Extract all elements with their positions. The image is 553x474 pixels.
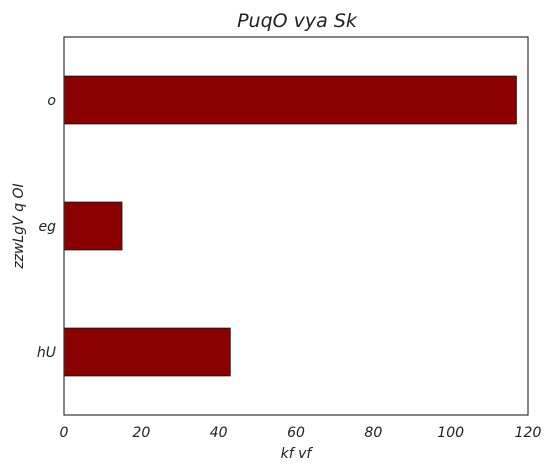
plot-frame (63, 36, 529, 416)
bars (63, 75, 517, 377)
bar-eg (63, 201, 123, 251)
x-axis-label: kf vf (281, 446, 314, 462)
bar-hU (63, 327, 231, 377)
x-tick-label: 100 (437, 425, 464, 441)
y-tick-label: eg (39, 219, 57, 235)
y-axis-label: zzwLgV q OI (11, 183, 27, 269)
chart-title: PuqO vya Sk (237, 10, 358, 32)
x-tick-label: 0 (60, 425, 69, 441)
x-tick-label: 80 (364, 425, 382, 441)
x-tick-label: 60 (287, 425, 305, 441)
y-tick-label: hU (37, 345, 56, 361)
x-tick-label: 120 (515, 425, 542, 441)
bar-o (63, 75, 517, 125)
x-tick-label: 20 (132, 425, 150, 441)
y-tick-label: o (47, 93, 56, 109)
x-axis-ticks: 0 20 40 60 80 100 120 (60, 425, 542, 441)
y-axis-ticks: o eg hU (37, 93, 56, 361)
x-tick-label: 40 (210, 425, 228, 441)
